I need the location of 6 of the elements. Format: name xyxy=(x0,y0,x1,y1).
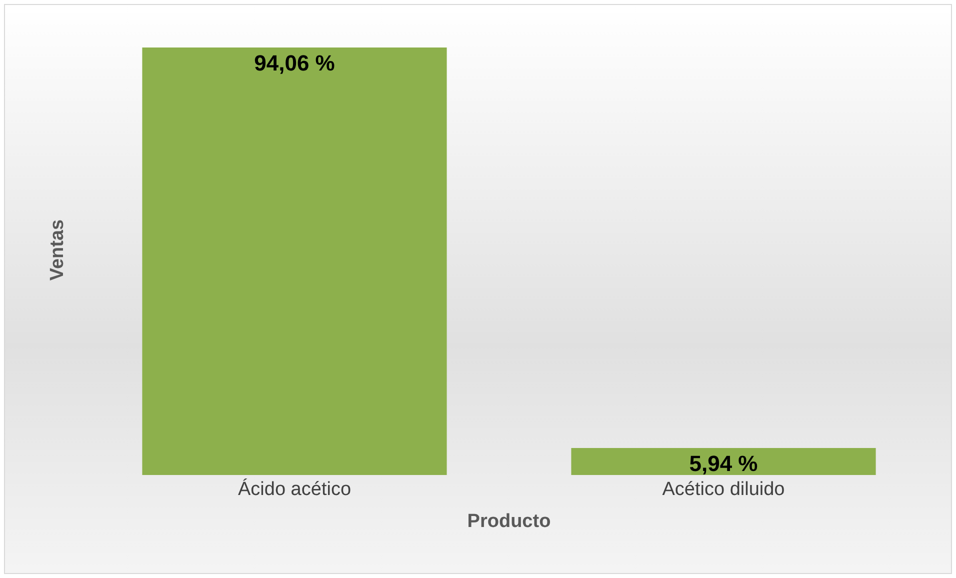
x-tick-label: Ácido acético xyxy=(238,478,352,500)
data-label: 5,94 % xyxy=(689,451,758,476)
x-tick-label: Acético diluido xyxy=(662,479,785,500)
x-axis-title: Producto xyxy=(467,510,551,532)
y-axis-title: Ventas xyxy=(46,219,68,281)
data-label: 94,06 % xyxy=(254,50,335,76)
